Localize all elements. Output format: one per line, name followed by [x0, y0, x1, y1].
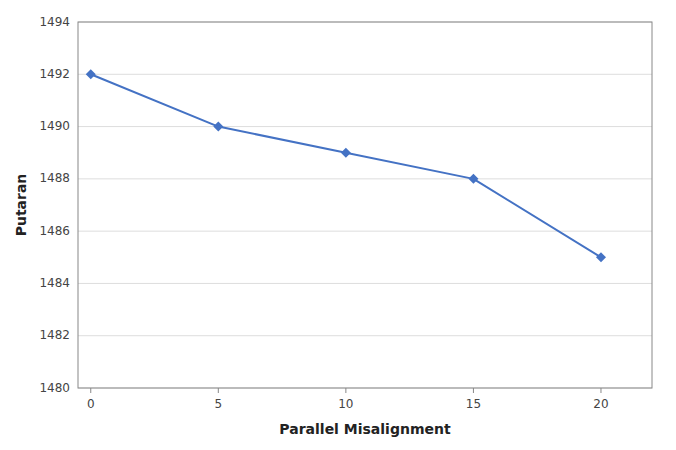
- grid-line: [78, 283, 652, 284]
- y-tick-label: 1494: [39, 15, 70, 29]
- y-tick-label: 1490: [39, 119, 70, 133]
- y-tick-label: 1492: [39, 67, 70, 81]
- y-tick-label: 1484: [39, 276, 70, 290]
- x-tick-label: 0: [87, 397, 95, 411]
- grid-line: [78, 126, 652, 127]
- x-tick-label: 5: [214, 397, 222, 411]
- y-tick-label: 1480: [39, 381, 70, 395]
- marker: [341, 148, 351, 158]
- y-tick-label: 1482: [39, 328, 70, 342]
- marker: [596, 252, 606, 262]
- x-tick: [90, 388, 91, 393]
- y-tick-label: 1486: [39, 224, 70, 238]
- series: [86, 69, 606, 262]
- marker: [468, 174, 478, 184]
- x-tick: [600, 388, 601, 393]
- x-axis-label: Parallel Misalignment: [279, 421, 451, 437]
- y-tick-label: 1488: [39, 171, 70, 185]
- grid-line: [78, 74, 652, 75]
- x-tick-label: 20: [593, 397, 608, 411]
- marker: [86, 69, 96, 79]
- plot-frame: [78, 22, 652, 388]
- grid: [78, 22, 652, 388]
- marker: [213, 122, 223, 132]
- grid-line: [78, 231, 652, 232]
- x-tick-label: 10: [338, 397, 353, 411]
- x-tick: [218, 388, 219, 393]
- x-tick: [473, 388, 474, 393]
- x-tick: [345, 388, 346, 393]
- chart: 1480 1482 1484 1486 1488 1490 1492 1494 0 5 10 15 20…: [0, 0, 676, 450]
- chart-container: 1480 1482 1484 1486 1488 1490 1492 1494 0 5 10 15 20…: [0, 0, 676, 450]
- grid-line: [78, 178, 652, 179]
- line: [91, 74, 601, 257]
- x-tick-label: 15: [466, 397, 481, 411]
- grid-line: [78, 335, 652, 336]
- y-axis-label: Putaran: [13, 174, 29, 237]
